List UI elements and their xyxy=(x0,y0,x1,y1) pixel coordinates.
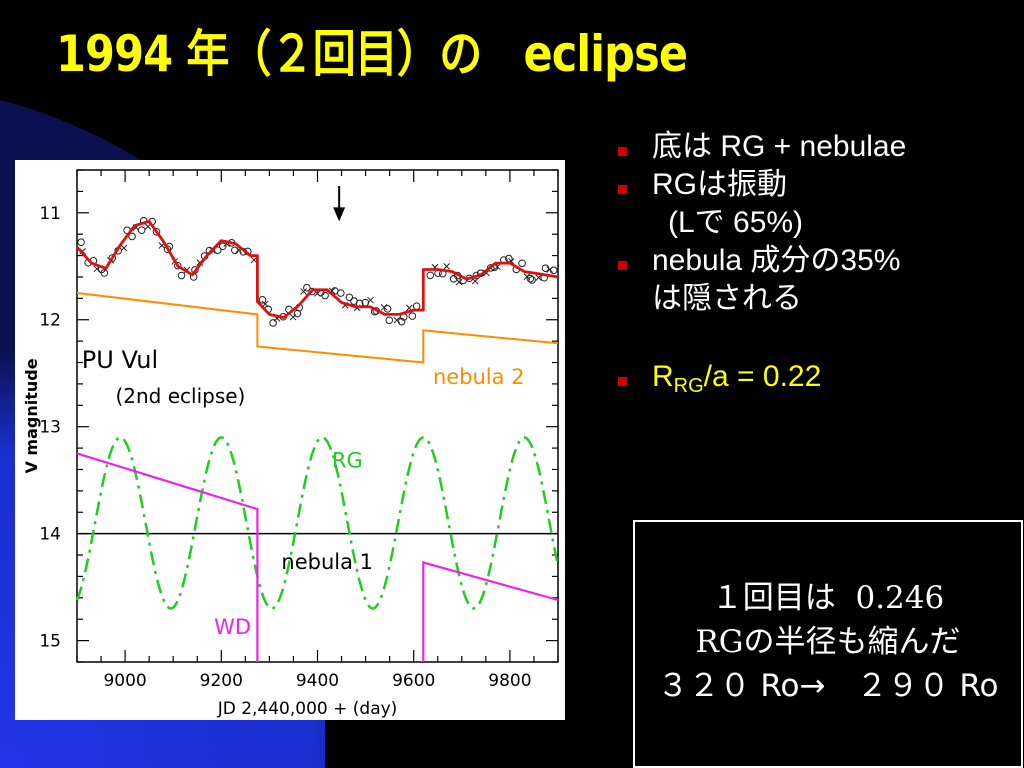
data-point xyxy=(219,242,227,251)
data-point xyxy=(528,276,536,284)
series-rg xyxy=(75,436,560,610)
light-curve-chart: 9000 9200 9400 9600 9800 11 12 13 14 15 JD 2,440,0… xyxy=(22,169,560,719)
series-model-fit xyxy=(75,219,559,319)
data-point xyxy=(383,305,392,313)
data-point xyxy=(397,317,406,326)
bullet-list: 底は RG + nebulae RGは振動 (Lで 65%) nebula 成分… xyxy=(616,128,1016,396)
data-point xyxy=(393,316,401,324)
object-label: PU Vul xyxy=(82,346,158,374)
data-point xyxy=(269,319,277,327)
ratio-value: /a = 0.22 xyxy=(703,360,822,393)
bullet-item: RGは振動 xyxy=(616,166,1016,204)
bullet-item-radius-ratio: RRG/a = 0.22 xyxy=(616,358,1016,396)
data-point xyxy=(77,238,85,246)
data-point xyxy=(321,291,329,300)
data-point xyxy=(289,313,297,321)
bullet-text: 底は RG + nebulae xyxy=(652,130,907,163)
data-point xyxy=(385,316,394,325)
data-point xyxy=(336,289,345,297)
data-point xyxy=(345,293,354,302)
light-curve-panel: 9000 9200 9400 9600 9800 11 12 13 14 15 JD 2,440,0… xyxy=(15,160,565,720)
bullet-item: nebula 成分の35% xyxy=(616,242,1016,280)
data-point xyxy=(137,226,146,235)
y-tick-label: 15 xyxy=(39,632,61,652)
eclipse-label: (2nd eclipse) xyxy=(115,384,245,408)
data-point xyxy=(518,259,526,268)
note-line-1: １回目は 0.246 xyxy=(635,576,1021,620)
data-point xyxy=(213,246,222,254)
ratio-symbol: R xyxy=(652,360,674,393)
y-tick-label: 13 xyxy=(39,418,61,438)
series-nebula-2 xyxy=(76,292,559,364)
ratio-subscript: RG xyxy=(673,375,704,397)
bullet-text: RGは振動 xyxy=(652,168,787,201)
note-line-3: ３２０ Ro→ ２９０ Ro xyxy=(657,668,999,704)
x-tick-label: 9400 xyxy=(296,671,339,691)
y-tick-label: 11 xyxy=(39,204,61,224)
data-point xyxy=(177,271,186,280)
legend-wd: WD xyxy=(214,615,251,639)
data-point xyxy=(549,266,558,275)
data-point xyxy=(152,227,161,236)
series-wd xyxy=(76,452,559,662)
plot-frame xyxy=(76,169,559,663)
bullet-text: は隠される xyxy=(652,282,802,315)
data-point xyxy=(455,278,463,286)
x-tick-label: 9800 xyxy=(488,671,531,691)
data-point xyxy=(108,254,117,262)
legend-nebula-1: nebula 1 xyxy=(281,550,373,574)
data-point xyxy=(408,312,417,320)
bullet-text: (Lで 65%) xyxy=(668,206,804,239)
note-line-2: RGの半径も縮んだ xyxy=(635,620,1021,664)
data-point xyxy=(128,232,136,241)
data-point xyxy=(412,302,421,310)
data-point xyxy=(526,274,535,283)
legend-nebula-2: nebula 2 xyxy=(433,365,525,389)
data-point xyxy=(100,269,109,277)
data-point xyxy=(303,283,311,292)
data-point xyxy=(173,261,182,270)
y-axis-label: V magnitude xyxy=(22,358,41,473)
x-tick-label: 9600 xyxy=(392,671,435,691)
data-point xyxy=(443,263,450,270)
note-line1-value: 0.246 xyxy=(855,580,945,616)
bullet-item: 底は RG + nebulae xyxy=(616,128,1016,166)
bullet-text: nebula 成分の35% xyxy=(652,244,901,277)
note-line2-rest: の半径も縮んだ xyxy=(743,624,961,660)
slide-title: 1994 年（２回目）の eclipse xyxy=(56,25,688,83)
bullet-continuation: は隠される xyxy=(616,280,1016,318)
y-tick-label: 12 xyxy=(39,311,61,331)
data-point xyxy=(300,288,307,295)
note-box: １回目は 0.246 RGの半径も縮んだ ３２０ Ro→ ２９０ Ro xyxy=(633,520,1023,768)
legend-rg: RG xyxy=(332,448,363,472)
data-point xyxy=(258,296,267,304)
x-axis-label: JD 2,440,000 + (day) xyxy=(217,699,398,719)
bullet-continuation: (Lで 65%) xyxy=(616,204,1016,242)
x-tick-label: 9200 xyxy=(200,671,243,691)
data-point xyxy=(426,271,435,280)
data-point xyxy=(535,274,543,281)
note-line2-prefix: RG xyxy=(695,624,744,660)
eclipse-arrow-head xyxy=(333,207,346,222)
data-point xyxy=(120,244,128,252)
y-tick-label: 14 xyxy=(39,525,61,545)
x-tick-label: 9000 xyxy=(103,671,146,691)
data-point xyxy=(367,296,374,304)
note-line1-prefix: １回目は xyxy=(711,580,836,616)
